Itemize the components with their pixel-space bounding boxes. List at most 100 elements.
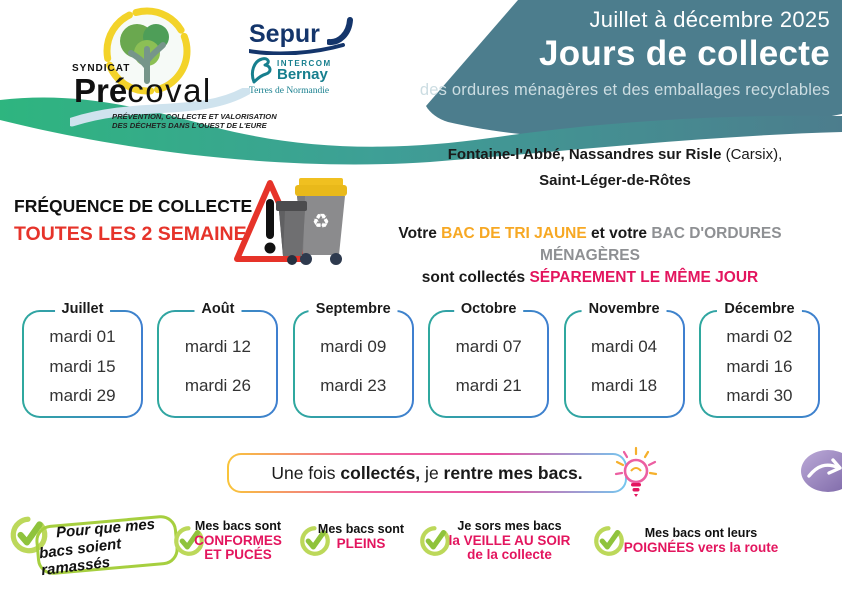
collection-date: mardi 30	[726, 386, 793, 406]
notice-highlight: SÉPAREMENT LE MÊME JOUR	[529, 269, 759, 286]
sepur-underline-icon	[249, 43, 345, 55]
notice-line2-prefix: sont collectés	[421, 269, 530, 286]
reminder-bold2: rentre mes bacs.	[443, 462, 583, 483]
next-arrow-button[interactable]	[798, 448, 842, 494]
reminder-text: Une fois	[271, 462, 341, 483]
page-subtitle: des ordures ménagères et des emballages …	[419, 81, 830, 99]
month-card-juillet: mardi 01 mardi 15 mardi 29 Juillet	[22, 301, 143, 418]
checkmark-icon	[174, 526, 204, 556]
month-title: Juillet	[54, 301, 111, 317]
notice-line1: Votre BAC DE TRI JAUNE et votre BAC D'OR…	[350, 223, 830, 267]
lightbulb-icon	[614, 446, 658, 497]
tagline-line2: DES DÉCHETS DANS L'OUEST DE L'EURE	[112, 121, 267, 130]
checkmark-icon	[300, 526, 330, 556]
intercom-bernay-logo: INTERCOM Bernay Terres de Normandie	[249, 56, 332, 96]
month-title: Décembre	[717, 301, 802, 317]
tip-line: Je sors mes bacs	[457, 519, 562, 533]
communes-line2: Saint-Léger-de-Rôtes	[539, 172, 691, 189]
tip-line: ET PUCÉS	[204, 547, 272, 562]
collection-date: mardi 16	[726, 356, 793, 376]
reminder-banner: Une fois collectés, je rentre mes bacs.	[227, 453, 627, 493]
precoval-tagline: PRÉVENTION, COLLECTE ET VALORISATION DES…	[112, 112, 277, 130]
page-title: Jours de collecte	[538, 34, 830, 73]
tip-item-poignees: Mes bacs ont leurs POIGNÉES vers la rout…	[616, 526, 786, 555]
month-title: Août	[194, 301, 242, 317]
month-card-octobre: mardi 07 mardi 21 Octobre	[428, 301, 550, 418]
recycle-symbol-icon: ♻	[312, 211, 330, 233]
tip-line: Mes bacs ont leurs	[644, 526, 758, 540]
period-label: Juillet à décembre 2025	[589, 7, 830, 32]
wordmark-light-part: coval	[127, 72, 212, 109]
teal-banner-shape	[426, 0, 842, 139]
reminder-bold1: collectés,	[340, 462, 421, 483]
communes-line1: Fontaine-l'Abbé, Nassandres sur Risle (C…	[400, 146, 830, 163]
bernay-intercom-label: INTERCOM	[277, 58, 332, 68]
notice-line2: sont collectés SÉPAREMENT LE MÊME JOUR	[350, 267, 830, 289]
checkmark-icon	[420, 526, 450, 556]
collection-date: mardi 04	[590, 336, 658, 356]
notice-middle: et votre	[586, 225, 652, 242]
bernay-emblem-icon	[250, 57, 272, 84]
bernay-name-label: Bernay	[277, 65, 328, 83]
tip-line: CONFORMES	[194, 532, 282, 548]
month-card-novembre: mardi 04 mardi 18 Novembre	[563, 301, 685, 418]
communes-carsix: (Carsix),	[721, 146, 783, 163]
frequency-block: FRÉQUENCE DE COLLECTE : TOUTES LES 2 SEM…	[14, 196, 263, 246]
collection-date: mardi 21	[455, 376, 522, 396]
precoval-wordmark: Précoval	[74, 74, 212, 108]
tip-line: de la collecte	[467, 547, 552, 562]
sepur-logo: Sepur	[249, 16, 353, 55]
collection-date: mardi 26	[184, 376, 251, 396]
tip-line: Mes bacs sont	[194, 519, 282, 533]
sepur-swoosh-icon	[325, 17, 353, 46]
tip-line: PLEINS	[336, 535, 386, 551]
wordmark-bold-part: Pré	[74, 72, 128, 109]
notice-yellow-bin: BAC DE TRI JAUNE	[441, 225, 587, 242]
tips-intro-box: Pour que mes bacs soient ramassés	[34, 513, 180, 579]
bernay-tagline: Terres de Normandie	[249, 86, 330, 96]
warning-bins-illustration: ♻	[234, 178, 347, 265]
reminder-text2: je	[420, 462, 444, 483]
tip-item-veille: Je sors mes bacs la VEILLE AU SOIR de la…	[442, 519, 577, 563]
collection-date: mardi 01	[49, 326, 116, 346]
notice-prefix: Votre	[398, 225, 442, 242]
collection-date: mardi 15	[49, 356, 116, 376]
month-card-septembre: mardi 09 mardi 23 Septembre	[292, 301, 414, 418]
precoval-tree-logo-icon	[103, 7, 191, 95]
communes-names-bold: Fontaine-l'Abbé, Nassandres sur Risle	[447, 146, 722, 163]
checkmark-icon	[594, 526, 624, 556]
notice-gray-bin: BAC D'ORDURES MÉNAGÈRES	[540, 225, 782, 264]
river-wave-icon	[70, 88, 250, 127]
collection-calendar: mardi 01 mardi 15 mardi 29 Juillet mardi…	[22, 301, 820, 418]
tip-item-conformes: Mes bacs sont CONFORMES ET PUCÉS	[190, 519, 286, 563]
header-banner: Juillet à décembre 2025 Jours de collect…	[420, 7, 830, 100]
frequency-value: TOUTES LES 2 SEMAINES	[14, 223, 260, 245]
tip-line: POIGNÉES vers la route	[623, 539, 779, 555]
frequency-label: FRÉQUENCE DE COLLECTE :	[14, 196, 263, 216]
collection-date: mardi 23	[320, 376, 387, 396]
header-wave-decoration	[0, 0, 842, 165]
tip-line: Mes bacs sont	[317, 522, 405, 536]
tip-line: la VEILLE AU SOIR	[448, 532, 571, 548]
month-title: Septembre	[308, 301, 398, 317]
collection-date: mardi 29	[49, 386, 116, 406]
collection-date: mardi 07	[455, 336, 522, 356]
month-card-decembre: mardi 02 mardi 16 mardi 30 Décembre	[698, 301, 820, 418]
collection-date: mardi 18	[590, 376, 658, 396]
collection-date: mardi 12	[184, 336, 251, 356]
month-card-aout: mardi 12 mardi 26 Août	[157, 301, 279, 418]
wave-ribbon-shape	[0, 97, 842, 165]
sepur-logo-text: Sepur	[249, 20, 320, 48]
communes-block: Fontaine-l'Abbé, Nassandres sur Risle (C…	[400, 146, 830, 189]
month-title: Novembre	[581, 301, 667, 317]
collection-date: mardi 02	[726, 326, 793, 346]
collection-date: mardi 09	[320, 336, 387, 356]
bins-notice: Votre BAC DE TRI JAUNE et votre BAC D'OR…	[350, 223, 830, 289]
month-title: Octobre	[453, 301, 524, 317]
dark-bin-icon	[276, 201, 307, 265]
tip-item-pleins: Mes bacs sont PLEINS	[316, 522, 406, 551]
syndicat-label: SYNDICAT	[72, 63, 131, 74]
checkmark-icon	[10, 516, 48, 554]
tagline-line1: PRÉVENTION, COLLECTE ET VALORISATION	[112, 112, 277, 121]
